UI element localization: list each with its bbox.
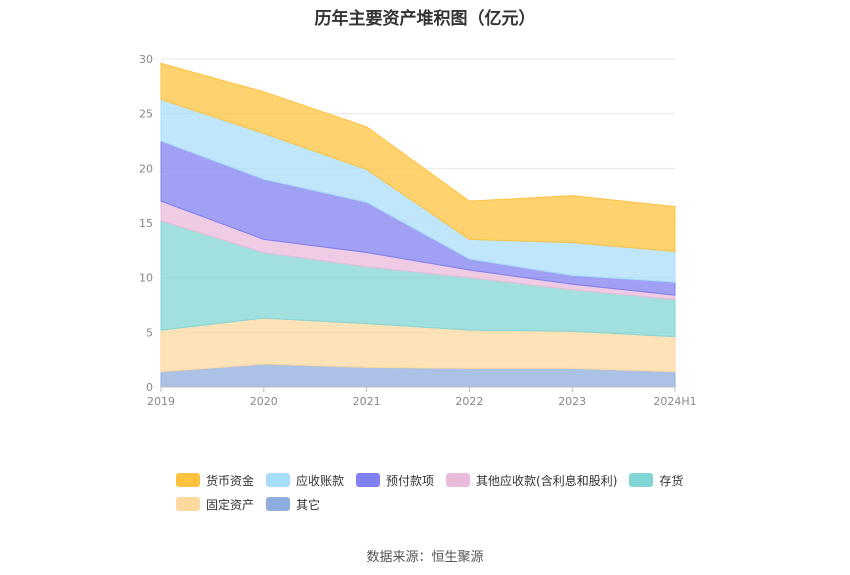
x-tick-label: 2024H1	[653, 395, 696, 408]
y-tick-label: 0	[146, 381, 153, 394]
y-tick-label: 20	[139, 162, 153, 175]
legend-swatch	[356, 473, 381, 487]
legend-label: 其他应收款(含利息和股利)	[476, 473, 618, 488]
y-tick-label: 30	[139, 53, 153, 66]
y-tick-label: 25	[139, 108, 153, 121]
legend-item[interactable]: 存货	[629, 472, 683, 488]
x-tick-label: 2019	[147, 395, 175, 408]
legend-label: 存货	[659, 473, 684, 488]
legend-label: 货币资金	[206, 473, 255, 488]
legend-label: 应收账款	[296, 473, 345, 488]
x-tick-label: 2020	[250, 395, 278, 408]
chart-title: 历年主要资产堆积图（亿元）	[314, 9, 536, 29]
chart-legend: 货币资金 应收账款 预付款项 其他应收款(含利息和股利) 存货固定资产 其它	[176, 472, 696, 512]
x-tick-label: 2021	[353, 395, 381, 408]
legend-swatch	[176, 497, 200, 511]
data-source: 数据来源：恒生聚源	[366, 550, 484, 565]
legend-item[interactable]: 其他应收款(含利息和股利)	[446, 472, 617, 488]
legend-swatch	[176, 473, 200, 487]
legend-item[interactable]: 预付款项	[356, 472, 434, 488]
legend-item[interactable]: 固定资产	[176, 496, 254, 512]
legend-item[interactable]: 货币资金	[176, 472, 254, 488]
legend-item[interactable]: 其它	[266, 496, 320, 512]
legend-label: 其它	[296, 497, 321, 512]
y-tick-label: 10	[139, 272, 153, 285]
x-tick-label: 2022	[455, 395, 483, 408]
x-tick-label: 2023	[558, 395, 586, 408]
legend-item[interactable]: 应收账款	[266, 472, 344, 488]
legend-label: 固定资产	[206, 497, 255, 512]
legend-swatch	[266, 497, 291, 511]
y-tick-label: 15	[139, 217, 153, 230]
legend-swatch	[266, 473, 291, 487]
y-tick-label: 5	[146, 326, 153, 339]
legend-swatch	[629, 473, 654, 487]
legend-swatch	[446, 473, 471, 487]
stacked-area-chart: 0 5 10 15 20 25 30 2019 2020 2021 2022 2023 2024H1	[139, 53, 697, 408]
area-series-6	[160, 62, 676, 252]
legend-label: 预付款项	[386, 473, 435, 488]
